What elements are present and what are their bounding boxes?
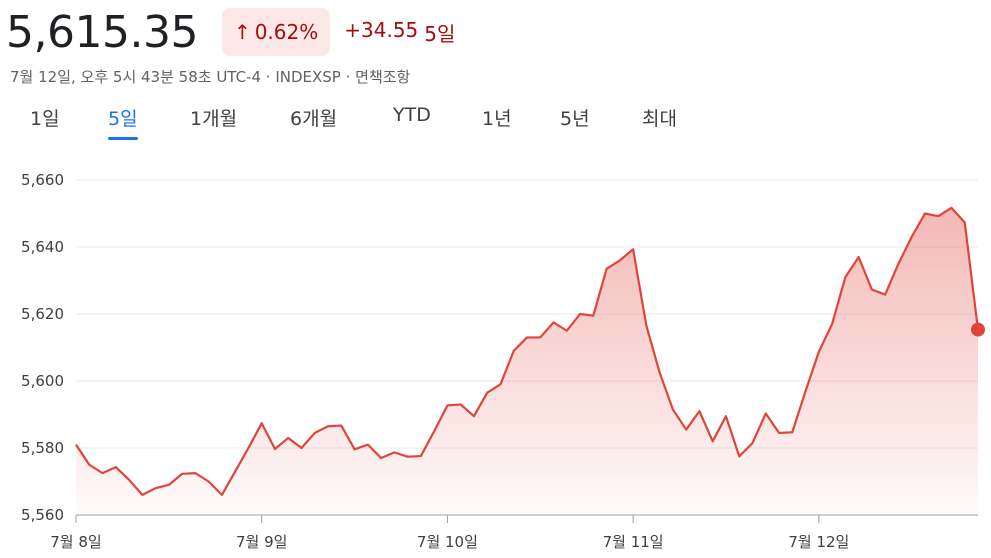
tab-5y[interactable]: 5년	[560, 108, 590, 130]
x-tick-label: 7월 8일	[50, 533, 101, 551]
y-tick-label: 5,660	[21, 171, 64, 189]
change-percent: 0.62%	[254, 20, 319, 44]
y-tick-label: 5,560	[21, 506, 64, 524]
tab-max[interactable]: 최대	[642, 108, 677, 130]
range-tabs: 1일 5일 1개월 6개월 YTD 1년 5년 최대	[0, 100, 991, 140]
tab-ytd[interactable]: YTD	[393, 104, 431, 126]
change-percent-badge: ↑ 0.62%	[221, 8, 331, 56]
quote-meta[interactable]: 7월 12일, 오후 5시 43분 58초 UTC-4 · INDEXSP · …	[10, 68, 411, 86]
price-line	[75, 206, 980, 496]
price-chart[interactable]: 7월 8일 7월 9일 7월 10일 7월 11일 7월 12일 5,5605,5805…	[0, 150, 991, 558]
arrow-up-icon: ↑	[233, 20, 251, 44]
tab-6m[interactable]: 6개월	[290, 108, 338, 130]
y-tick-label: 5,640	[21, 238, 64, 256]
y-tick-label: 5,620	[21, 305, 64, 323]
x-tick-label: 7월 10일	[417, 533, 478, 551]
x-tick-label: 7월 11일	[603, 533, 664, 551]
x-tick-label: 7월 12일	[788, 533, 849, 551]
current-price-dot	[971, 322, 985, 337]
tab-1y[interactable]: 1년	[482, 108, 512, 130]
tab-1m[interactable]: 1개월	[190, 108, 238, 130]
change-period: 5일	[424, 21, 456, 46]
y-tick-label: 5,600	[21, 372, 64, 390]
tab-1d[interactable]: 1일	[30, 108, 60, 130]
change-points: +34.55	[344, 17, 419, 42]
x-tick-label: 7월 9일	[236, 533, 287, 551]
chart-area-layer	[75, 206, 985, 515]
change-summary: +34.55 5일	[344, 18, 455, 47]
index-price: 5,615.35	[6, 6, 198, 58]
chart-y-axis: 5,560 5,580 5,600 5,620 5,640 5,660	[21, 171, 64, 524]
price-area	[76, 207, 978, 515]
chart-x-axis: 7월 8일 7월 9일 7월 10일 7월 11일 7월 12일	[50, 514, 978, 551]
y-tick-label: 5,580	[21, 439, 64, 457]
tab-5d[interactable]: 5일	[108, 104, 138, 140]
quote-header: 5,615.35 ↑ 0.62% +34.55 5일	[6, 2, 455, 62]
